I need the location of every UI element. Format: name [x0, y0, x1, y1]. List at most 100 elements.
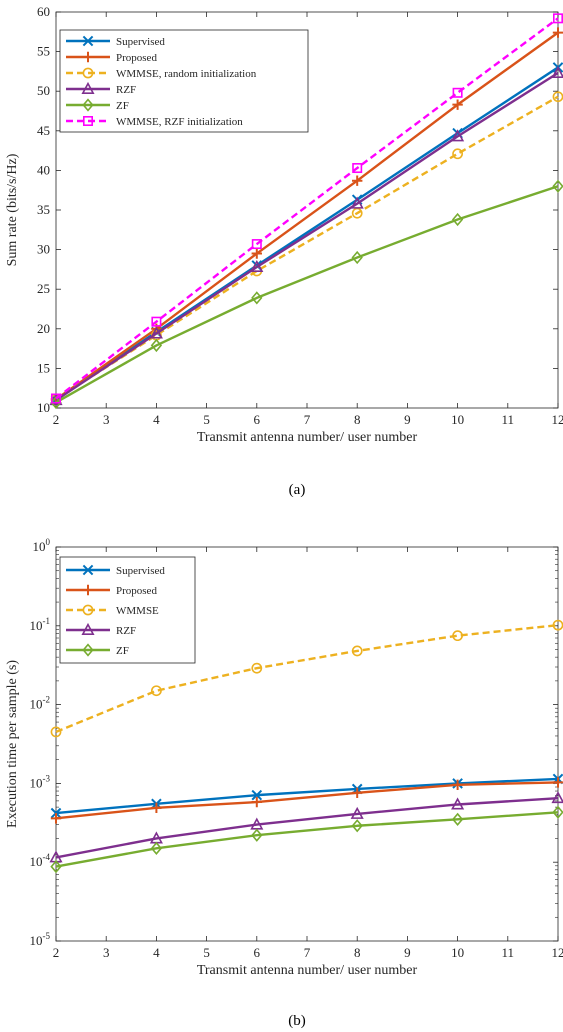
y-tick-base: 10 — [30, 933, 43, 948]
x-tick-label: 4 — [153, 945, 160, 960]
x-tick-label: 3 — [103, 945, 110, 960]
series-line — [55, 623, 559, 734]
data-point — [552, 179, 563, 193]
data-point — [251, 796, 262, 808]
data-point — [552, 13, 563, 24]
legend-marker — [81, 81, 95, 94]
x-tick-label: 6 — [254, 945, 261, 960]
data-point — [149, 326, 163, 339]
y-axis-label: Execution time per sample (s) — [5, 660, 20, 828]
data-point — [251, 239, 262, 250]
x-tick-label: 8 — [354, 412, 361, 427]
y-tick-label: 40 — [37, 162, 50, 177]
data-point — [452, 630, 463, 642]
data-point — [150, 685, 162, 697]
x-tick-label: 12 — [552, 412, 563, 427]
chart-a: 2 3 4 5 6 7 8 9 10 11 121015202530354045505560Tran… — [5, 4, 563, 498]
data-point — [251, 662, 263, 674]
x-tick-label: 5 — [203, 945, 210, 960]
y-tick-label: 10-5 — [30, 931, 51, 948]
legend-box — [59, 29, 309, 133]
legend-label: RZF — [116, 625, 136, 637]
x-axis-label: Transmit antenna number/ user number — [197, 963, 418, 978]
data-point — [251, 248, 262, 259]
data-point — [552, 27, 563, 38]
x-tick-label: 11 — [502, 945, 515, 960]
data-point — [352, 163, 363, 174]
legend-marker — [82, 35, 94, 47]
x-tick-label: 6 — [254, 412, 261, 427]
data-point — [350, 806, 364, 819]
y-tick-label: 30 — [37, 242, 50, 257]
data-point — [50, 859, 62, 874]
series-2 — [50, 619, 563, 738]
y-tick-exponent: -3 — [43, 773, 51, 783]
series-4 — [50, 805, 563, 874]
y-tick-label: 100 — [33, 537, 51, 554]
legend-marker — [82, 604, 94, 616]
data-point — [150, 338, 163, 353]
data-point — [251, 291, 263, 305]
y-tick-exponent: -1 — [43, 616, 51, 626]
series-line — [55, 781, 559, 820]
data-point — [351, 250, 363, 265]
data-point — [151, 316, 162, 327]
series-5 — [50, 13, 563, 404]
legend: Supervised Proposed WMMSE, random initiali… — [59, 29, 309, 133]
legend-marker — [82, 564, 94, 576]
data-point — [151, 802, 162, 814]
y-tick-label: 10-4 — [30, 852, 51, 869]
y-tick-base: 10 — [30, 697, 43, 712]
y-tick-base: 10 — [33, 539, 46, 554]
series-line — [55, 185, 559, 404]
data-point — [352, 787, 363, 798]
series-line — [55, 31, 559, 401]
series-line — [55, 17, 559, 400]
y-tick-exponent: -4 — [43, 852, 51, 862]
x-tick-label: 10 — [451, 412, 464, 427]
y-tick-label: 60 — [37, 4, 50, 19]
y-tick-exponent: 0 — [46, 537, 51, 547]
y-tick-base: 10 — [30, 854, 43, 869]
x-tick-label: 2 — [53, 412, 60, 427]
x-axis-label: Transmit antenna number/ user number — [197, 430, 418, 445]
x-tick-label: 7 — [304, 412, 311, 427]
legend-label: ZF — [116, 645, 129, 657]
data-point — [50, 393, 61, 404]
legend-label: RZF — [116, 84, 136, 96]
data-point — [452, 148, 463, 160]
legend-label: Supervised — [116, 565, 165, 577]
y-tick-exponent: -5 — [43, 931, 51, 941]
x-tick-label: 10 — [451, 945, 464, 960]
legend: Supervised Proposed WMMSE RZF ZF — [59, 556, 196, 664]
x-tick-label: 5 — [203, 412, 210, 427]
data-point — [150, 841, 163, 855]
x-tick-label: 8 — [354, 945, 361, 960]
data-point — [351, 645, 363, 657]
x-tick-label: 9 — [404, 412, 411, 427]
legend-label: WMMSE, random initialization — [116, 68, 257, 80]
x-tick-label: 4 — [153, 412, 160, 427]
data-point — [50, 813, 62, 824]
y-tick-label: 10-3 — [30, 773, 51, 790]
legend-label: Supervised — [116, 36, 165, 48]
y-tick-exponent: -2 — [43, 695, 51, 705]
y-tick-base: 10 — [30, 775, 43, 790]
data-point — [552, 777, 563, 788]
data-point — [351, 819, 363, 833]
data-point — [50, 807, 62, 819]
legend-label: Proposed — [116, 52, 157, 64]
legend-label: WMMSE — [116, 605, 159, 617]
x-tick-label: 3 — [103, 412, 110, 427]
legend-label: ZF — [116, 100, 129, 112]
y-tick-label: 20 — [37, 321, 50, 336]
legend-marker — [82, 584, 94, 596]
legend-marker — [82, 67, 94, 79]
legend-marker — [82, 51, 94, 63]
legend-marker — [81, 622, 95, 635]
y-tick-label: 10 — [37, 400, 50, 415]
y-tick-label: 35 — [37, 202, 50, 217]
data-point — [250, 259, 264, 273]
series-line — [55, 71, 559, 402]
